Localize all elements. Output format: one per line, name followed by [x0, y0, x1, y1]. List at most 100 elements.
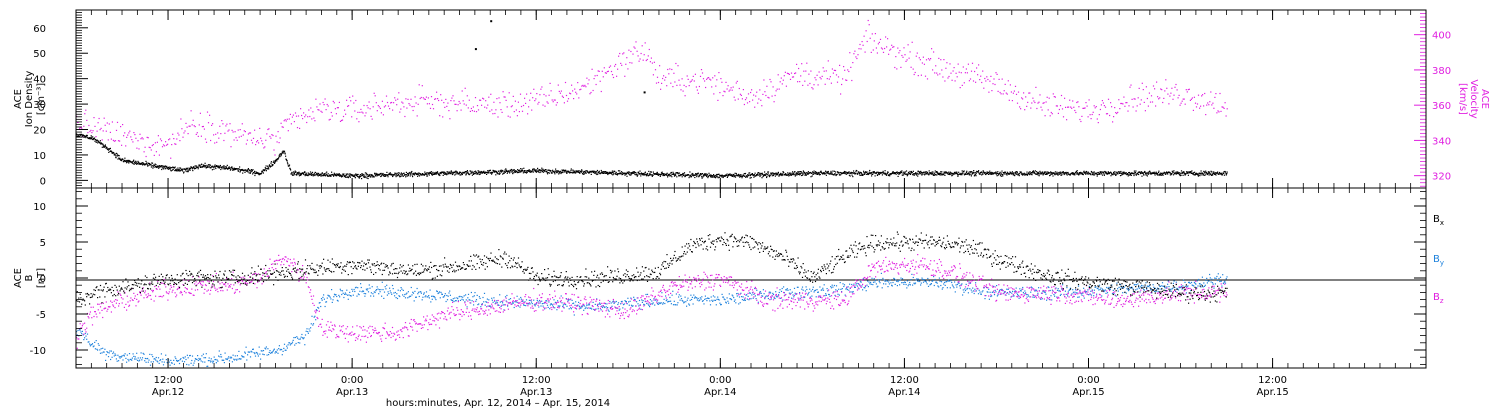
- velocity-series-point: [211, 124, 213, 126]
- density-series-point: [791, 173, 793, 175]
- velocity-series-point: [1209, 101, 1211, 103]
- density-series-point: [1110, 175, 1112, 177]
- density-series-point: [1189, 171, 1191, 173]
- density-series-point: [1207, 172, 1209, 175]
- density-series-point: [995, 171, 997, 173]
- velocity-series-point: [140, 138, 142, 140]
- velocity-series-point: [814, 77, 816, 79]
- series-By-point: [81, 333, 83, 335]
- density-series-point: [926, 173, 928, 175]
- series-By-point: [500, 305, 502, 307]
- series-By-point: [282, 350, 284, 352]
- density-series-point: [927, 171, 929, 174]
- density-series-point: [296, 174, 298, 176]
- velocity-series-point: [1138, 87, 1140, 89]
- series-By-point: [207, 360, 209, 362]
- density-series-point: [1013, 172, 1015, 174]
- velocity-series-point: [601, 70, 603, 72]
- density-series-point: [1102, 172, 1104, 174]
- velocity-series-point: [1136, 105, 1138, 107]
- series-By-point: [477, 304, 479, 306]
- density-series-point: [167, 168, 169, 170]
- velocity-series-point: [536, 93, 538, 95]
- density-series-point: [159, 166, 161, 168]
- velocity-series-point: [1133, 98, 1135, 100]
- velocity-series-point: [101, 139, 103, 141]
- series-By-point: [323, 294, 325, 296]
- density-series-point: [127, 161, 129, 163]
- velocity-series-point: [898, 52, 900, 54]
- density-series-point: [626, 172, 628, 174]
- density-series-point: [326, 171, 328, 173]
- velocity-series-point: [215, 133, 217, 135]
- density-series-point: [155, 166, 157, 168]
- density-series-point: [1019, 173, 1021, 175]
- series-By-point: [592, 301, 594, 303]
- velocity-series-point: [309, 115, 311, 118]
- velocity-series-point: [1031, 102, 1033, 104]
- density-series-point: [476, 173, 478, 175]
- velocity-series-point: [964, 72, 966, 74]
- density-series-point: [602, 172, 604, 174]
- density-series-point: [651, 175, 653, 177]
- velocity-series-point: [511, 105, 513, 107]
- density-series-point: [1114, 173, 1116, 175]
- velocity-series-point: [1139, 103, 1141, 105]
- velocity-series-point: [813, 84, 815, 86]
- velocity-series-point: [370, 115, 372, 117]
- velocity-series-point: [868, 24, 870, 26]
- density-series-point: [303, 171, 305, 173]
- velocity-series-point: [971, 62, 974, 64]
- velocity-series-point: [516, 115, 518, 117]
- velocity-series-point: [598, 70, 600, 72]
- velocity-series-point: [623, 52, 625, 54]
- series-By-point: [325, 301, 328, 303]
- velocity-series-point: [1092, 111, 1094, 113]
- density-series-point: [141, 162, 143, 164]
- velocity-series-point: [643, 54, 645, 56]
- velocity-series-point: [1059, 105, 1062, 107]
- series-By-point: [540, 305, 542, 307]
- density-series-point: [688, 175, 691, 177]
- density-series-point: [157, 166, 159, 168]
- density-series-point: [522, 172, 524, 174]
- density-series-point: [615, 171, 617, 173]
- density-ylabel-line3: [cm⁻³]: [36, 83, 47, 115]
- density-series-point: [155, 164, 157, 166]
- velocity-series-point: [532, 97, 534, 99]
- density-series-point: [1061, 174, 1063, 176]
- velocity-series-point: [576, 93, 578, 95]
- velocity-series-point: [617, 68, 619, 70]
- density-series-point: [898, 171, 900, 174]
- density-series-point: [311, 171, 314, 173]
- density-series-point: [233, 168, 235, 170]
- density-series-point: [843, 172, 845, 174]
- density-series-point: [578, 171, 580, 173]
- density-series-point: [361, 174, 363, 177]
- density-series-point: [1081, 173, 1083, 175]
- density-series-point: [614, 172, 616, 174]
- velocity-series-point: [438, 99, 440, 102]
- density-series-point: [775, 174, 778, 176]
- density-series-point: [426, 175, 428, 177]
- velocity-series-point: [114, 140, 117, 142]
- velocity-series-point: [677, 65, 679, 67]
- density-series-point: [548, 169, 550, 171]
- density-series-point: [648, 170, 650, 172]
- density-series-point: [697, 172, 699, 174]
- density-series-point: [668, 174, 670, 176]
- density-series-point: [638, 172, 640, 174]
- velocity-series-point: [191, 124, 193, 126]
- density-ylabel-line1: ACE: [13, 89, 24, 109]
- density-series-point: [336, 175, 338, 177]
- series-By-point: [538, 299, 541, 302]
- density-series-point: [1099, 171, 1101, 173]
- density-series-point: [666, 172, 668, 174]
- velocity-series-point: [1213, 107, 1215, 109]
- density-series-point: [388, 174, 390, 176]
- velocity-series-point: [415, 102, 417, 104]
- velocity-series-point: [313, 117, 315, 119]
- density-series-point: [769, 174, 771, 176]
- velocity-series-point: [243, 130, 245, 132]
- velocity-series-point: [609, 65, 612, 67]
